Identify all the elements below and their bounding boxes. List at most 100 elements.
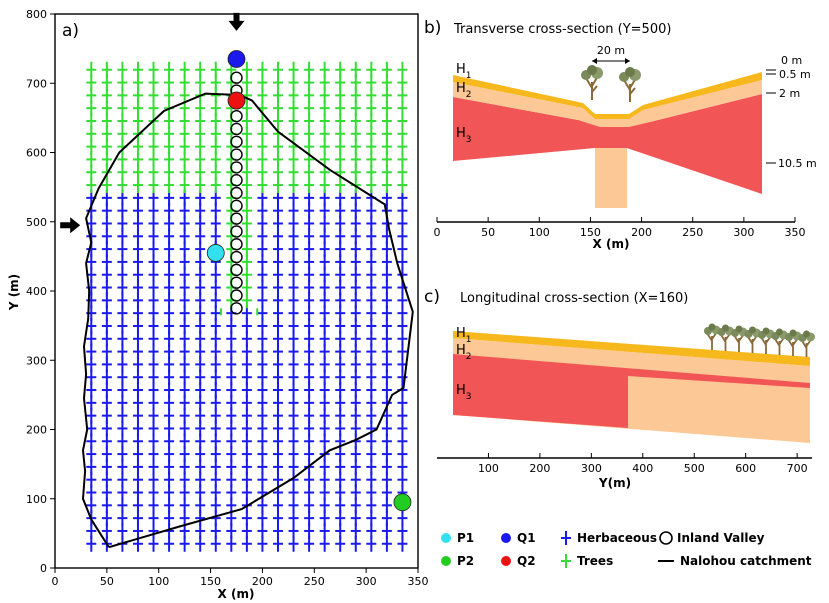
panel-b-transverse: b) Transverse cross-section (Y=500) 20 m… bbox=[424, 18, 817, 251]
inland-valley-ring bbox=[230, 122, 243, 136]
tree-cell bbox=[132, 61, 143, 78]
panel-c-xlabel: Y(m) bbox=[598, 476, 631, 490]
tree-cell bbox=[319, 61, 330, 78]
legend-swatch-ring bbox=[659, 531, 673, 545]
legend-swatch-dot bbox=[441, 533, 451, 543]
legend-label: Trees bbox=[577, 554, 613, 568]
tree-cell bbox=[148, 61, 159, 78]
legend-label: Herbaceous bbox=[577, 531, 657, 545]
depth-0: 0 m bbox=[781, 54, 802, 67]
panel-a-ylabel: Y (m) bbox=[7, 274, 21, 311]
panel-c-subtitle: Longitudinal cross-section (X=160) bbox=[460, 291, 688, 306]
y-tick-label: 800 bbox=[26, 8, 47, 21]
outlet-arrows bbox=[60, 12, 245, 234]
legend-item: Inland Valley bbox=[659, 531, 765, 545]
station-q2 bbox=[227, 91, 246, 110]
inland-valley-ring bbox=[230, 276, 243, 289]
tree-icon bbox=[619, 67, 641, 102]
x-tick-label: 100 bbox=[529, 226, 550, 239]
tree-icon bbox=[798, 330, 815, 357]
inland-valley-ring bbox=[230, 186, 243, 200]
x-tick-label: 300 bbox=[581, 462, 602, 475]
x-tick-label: 250 bbox=[682, 226, 703, 239]
y-tick-label: 200 bbox=[26, 424, 47, 437]
inland-valley-ring bbox=[230, 289, 243, 302]
tree-foliage bbox=[722, 324, 729, 332]
panel-a-ticks: 0 50 100 150 200 250 300 350 0 100 200 300 400 500 600… bbox=[26, 8, 429, 588]
tree-foliage bbox=[735, 325, 743, 333]
legend-swatch-dot bbox=[501, 556, 511, 566]
inland-valley-ring bbox=[230, 173, 243, 187]
station-points bbox=[206, 50, 412, 512]
tree-icon bbox=[581, 65, 603, 100]
panel-a-map: 0 50 100 150 200 250 300 350 0 100 200 300 400 500 600… bbox=[7, 8, 429, 601]
arrow-right-icon bbox=[60, 217, 81, 234]
tree-cell bbox=[117, 61, 128, 78]
layer-h2 bbox=[453, 80, 762, 127]
inland-valley-ring bbox=[230, 263, 243, 277]
inland-valley-ring bbox=[230, 199, 243, 213]
x-tick-label: 700 bbox=[787, 462, 808, 475]
x-tick-label: 600 bbox=[735, 462, 756, 475]
tree-cell bbox=[195, 61, 206, 78]
tree-foliage bbox=[789, 329, 797, 337]
panel-b-xlabel: X (m) bbox=[593, 237, 630, 251]
panel-b-subtitle: Transverse cross-section (Y=500) bbox=[453, 22, 671, 37]
tree-foliage bbox=[749, 326, 756, 334]
x-tick-label: 350 bbox=[408, 575, 429, 588]
x-tick-label: 100 bbox=[148, 575, 169, 588]
inland-valley-ring bbox=[230, 71, 243, 84]
tree-foliage bbox=[762, 327, 770, 335]
y-tick-label: 700 bbox=[26, 77, 47, 90]
x-tick-label: 300 bbox=[733, 226, 754, 239]
tree-icon bbox=[785, 329, 802, 356]
tree-cell bbox=[381, 61, 392, 78]
inland-valley-ring bbox=[230, 238, 243, 251]
tree-icon bbox=[744, 326, 761, 353]
tree-foliage bbox=[708, 323, 716, 331]
station-p1 bbox=[206, 244, 225, 262]
depth-10-5: 10.5 m bbox=[778, 157, 817, 170]
legend-label: Inland Valley bbox=[677, 531, 765, 545]
tree-cell bbox=[241, 61, 252, 78]
legend: P1 Q1 Herbaceous Inland Valley P2 Q2 Trees Nalo… bbox=[441, 531, 812, 568]
tree-cell bbox=[101, 61, 112, 78]
tree-icon bbox=[771, 328, 788, 355]
tree-cell bbox=[86, 61, 97, 78]
x-tick-label: 250 bbox=[304, 575, 325, 588]
arrow-down-icon bbox=[228, 12, 245, 31]
width-annotation: 20 m bbox=[597, 44, 625, 57]
y-tick-label: 600 bbox=[26, 147, 47, 160]
legend-swatch-dot bbox=[441, 556, 451, 566]
legend-swatch-dot bbox=[501, 533, 511, 543]
tree-row bbox=[704, 323, 815, 357]
panel-c-longitudinal: c) Longitudinal cross-section (X=160) H1… bbox=[424, 287, 815, 490]
panel-a-xlabel: X (m) bbox=[218, 587, 255, 601]
tree-cell bbox=[272, 61, 283, 78]
y-tick-label: 100 bbox=[26, 493, 47, 506]
inland-valley-ring bbox=[230, 109, 243, 123]
tree-icon bbox=[731, 325, 748, 352]
tree-cell bbox=[257, 61, 268, 78]
tree-cell bbox=[288, 61, 299, 78]
tree-foliage bbox=[803, 330, 810, 338]
tree-icon bbox=[758, 327, 775, 354]
legend-label: P1 bbox=[457, 531, 474, 545]
catchment-boundary bbox=[81, 92, 414, 549]
legend-item: Q2 bbox=[501, 554, 536, 568]
legend-item: Nalohou catchment bbox=[658, 554, 812, 568]
panel-b-ticks: 0 50 100 150 200 250 300 350 bbox=[434, 217, 806, 239]
x-tick-label: 200 bbox=[252, 575, 273, 588]
y-tick-label: 400 bbox=[26, 285, 47, 298]
legend-label: Q2 bbox=[517, 554, 536, 568]
tree-cell bbox=[304, 61, 315, 78]
inland-valley-ring bbox=[230, 161, 243, 174]
inland-valley-ring bbox=[230, 225, 243, 238]
x-tick-label: 200 bbox=[529, 462, 550, 475]
panel-c-letter: c) bbox=[424, 287, 440, 307]
station-q1 bbox=[227, 50, 246, 68]
x-tick-label: 350 bbox=[785, 226, 806, 239]
tree-icon bbox=[717, 324, 734, 351]
inland-valley-ring bbox=[230, 212, 243, 225]
vegetation-grid bbox=[86, 61, 408, 552]
